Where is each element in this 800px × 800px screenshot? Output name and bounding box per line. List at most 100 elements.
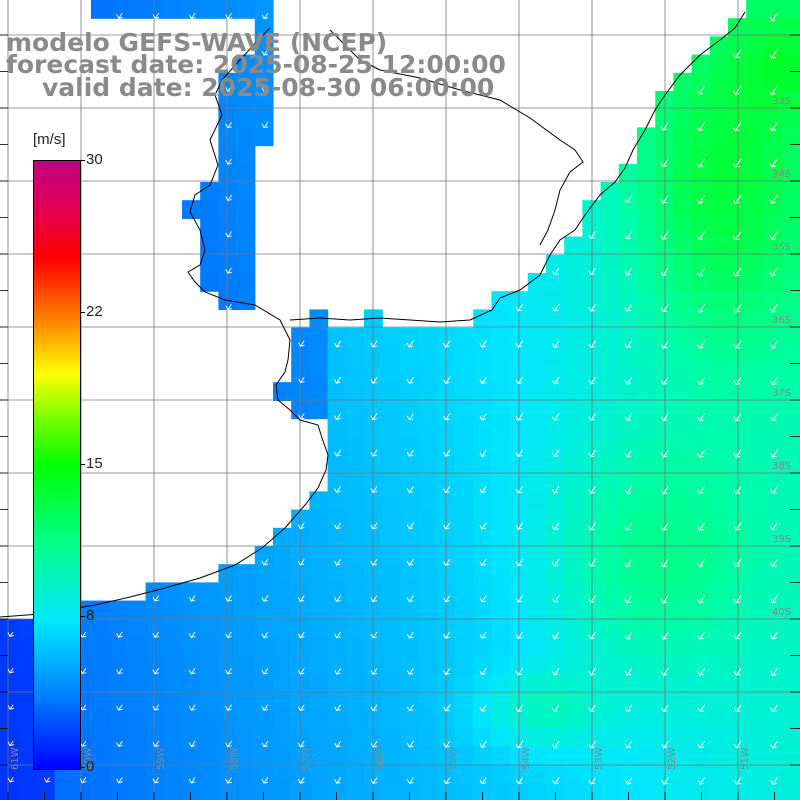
wind-cell [200, 273, 219, 292]
wind-cell [491, 728, 511, 747]
wind-cell [709, 273, 729, 292]
wind-arrow-head [697, 598, 704, 604]
wind-cell [691, 728, 711, 747]
wind-arrow-head [588, 379, 595, 385]
wind-cell [418, 564, 438, 583]
uruguay-coast-path [289, 11, 746, 323]
wind-cell [273, 546, 292, 565]
wind-arrow-head [515, 597, 523, 603]
wind-arrow-head [297, 669, 305, 675]
wind-cell [764, 127, 784, 147]
wind-cell [709, 764, 729, 784]
wind-arrow-head [624, 379, 632, 385]
wind-cell [764, 728, 784, 747]
wind-cell [782, 91, 800, 110]
wind-cell [182, 0, 201, 19]
wind-cell [473, 400, 492, 420]
wind-cell [691, 527, 711, 547]
wind-cell [182, 655, 201, 674]
wind-cell [673, 145, 693, 165]
wind-cell [546, 309, 565, 329]
wind-cell [236, 218, 256, 238]
wind-cell [254, 127, 274, 147]
wind-cell [764, 418, 784, 438]
wind-cell [182, 782, 201, 800]
wind-cell [546, 782, 565, 800]
wind-cell [600, 600, 620, 620]
wind-arrow-head [225, 633, 232, 639]
wind-arrow-shaft [663, 740, 669, 749]
wind-arrow-head [696, 126, 704, 132]
wind-arrow-head [552, 416, 559, 421]
wind-cell [764, 0, 784, 19]
wind-cell [546, 364, 565, 383]
wind-arrow-head [261, 123, 269, 129]
wind-cell [709, 182, 729, 201]
wind-cell [127, 673, 147, 693]
wind-cell [709, 509, 729, 529]
wind-cell [618, 764, 638, 784]
wind-cell [109, 782, 128, 800]
wind-cell [54, 782, 74, 800]
wind-cell [691, 327, 711, 347]
wind-arrow-head [443, 670, 450, 676]
wind-arrow-head [734, 780, 741, 785]
wind-cell [764, 327, 784, 347]
wind-cell [618, 327, 638, 347]
wind-cell [764, 709, 784, 729]
wind-arrow-shaft [445, 631, 451, 639]
wind-cell [236, 236, 256, 256]
wind-arrow-shaft [227, 158, 232, 165]
wind-arrow-shaft [590, 413, 596, 421]
wind-cell [236, 163, 256, 183]
wind-cell [200, 673, 219, 693]
wind-cell [564, 418, 583, 438]
wind-cell [782, 36, 800, 56]
wind-arrow-shaft [698, 158, 706, 168]
wind-cell [728, 418, 747, 438]
wind-cell [637, 473, 656, 492]
wind-arrow-shaft [771, 340, 778, 349]
wind-cell [327, 418, 347, 438]
wind-arrow-shaft [554, 631, 560, 639]
wind-cell [728, 618, 747, 638]
wind-cell [273, 527, 292, 547]
wind-arrow-head [697, 416, 704, 422]
wind-arrow-head [479, 597, 487, 603]
wind-cell [491, 309, 511, 329]
wind-cell [673, 564, 693, 583]
wind-cell [637, 673, 656, 693]
wind-arrow-head [152, 633, 160, 638]
wind-arrow-head [334, 779, 341, 784]
longitude-label: 57W [302, 747, 313, 770]
wind-cell [327, 546, 347, 565]
wind-arrow-head [479, 634, 487, 639]
wind-cell [400, 655, 420, 674]
wind-cell [145, 691, 165, 711]
wind-cell [382, 546, 401, 565]
wind-cell [72, 782, 92, 800]
wind-arrow-head [261, 560, 269, 566]
wind-cell [145, 600, 165, 620]
wind-cell [618, 436, 638, 456]
wind-cell [673, 127, 693, 147]
wind-cell [327, 491, 347, 511]
wind-cell [18, 746, 37, 765]
wind-arrow-shaft [481, 668, 487, 675]
wind-arrow-head [406, 742, 414, 748]
wind-cell [764, 618, 784, 638]
wind-cell [327, 564, 347, 583]
wind-arrow-shaft [699, 449, 706, 458]
wind-arrow-head [733, 271, 740, 277]
wind-cell [564, 400, 583, 420]
wind-cell [637, 382, 656, 401]
wind-cell [527, 364, 547, 383]
wind-arrow-head [334, 742, 341, 748]
wind-cell [309, 327, 329, 347]
wind-cell [218, 582, 238, 602]
wind-cell [728, 491, 747, 511]
wind-cell [600, 364, 620, 383]
wind-cell [327, 382, 347, 401]
wind-cell [218, 91, 238, 110]
